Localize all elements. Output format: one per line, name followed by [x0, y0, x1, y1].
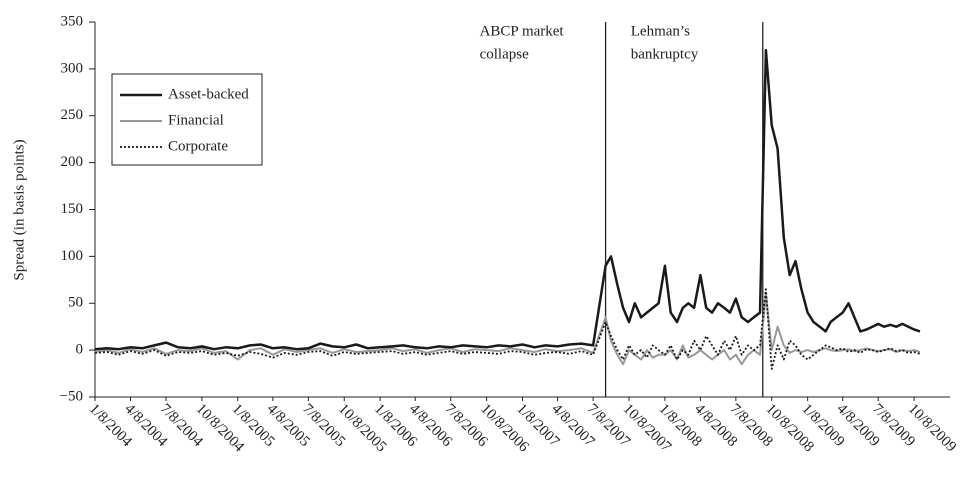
y-tick-label: 0 — [76, 342, 84, 358]
legend-label: Financial — [168, 112, 224, 128]
x-tick-label: 10/8/2009 — [905, 401, 959, 455]
y-tick-label: 200 — [61, 154, 84, 170]
legend-label: Asset-backed — [168, 86, 249, 102]
series-line — [94, 48, 921, 351]
y-tick-label: 300 — [61, 60, 84, 76]
y-tick-label: 350 — [61, 13, 84, 29]
annotation: Lehman’s — [631, 23, 690, 39]
legend-label: Corporate — [168, 138, 228, 154]
annotation: collapse — [480, 46, 529, 62]
series-line — [94, 292, 921, 366]
y-tick-label: 50 — [68, 295, 83, 311]
y-tick-label: −50 — [60, 388, 83, 404]
y-axis-label: Spread (in basis points) — [11, 139, 27, 280]
y-tick-label: 250 — [61, 107, 84, 123]
y-tick-label: 150 — [61, 201, 84, 217]
annotation: bankruptcy — [631, 46, 699, 62]
annotation: ABCP market — [480, 23, 565, 39]
legend-box — [111, 73, 263, 166]
series-line — [94, 288, 921, 370]
y-tick-label: 100 — [61, 248, 84, 264]
